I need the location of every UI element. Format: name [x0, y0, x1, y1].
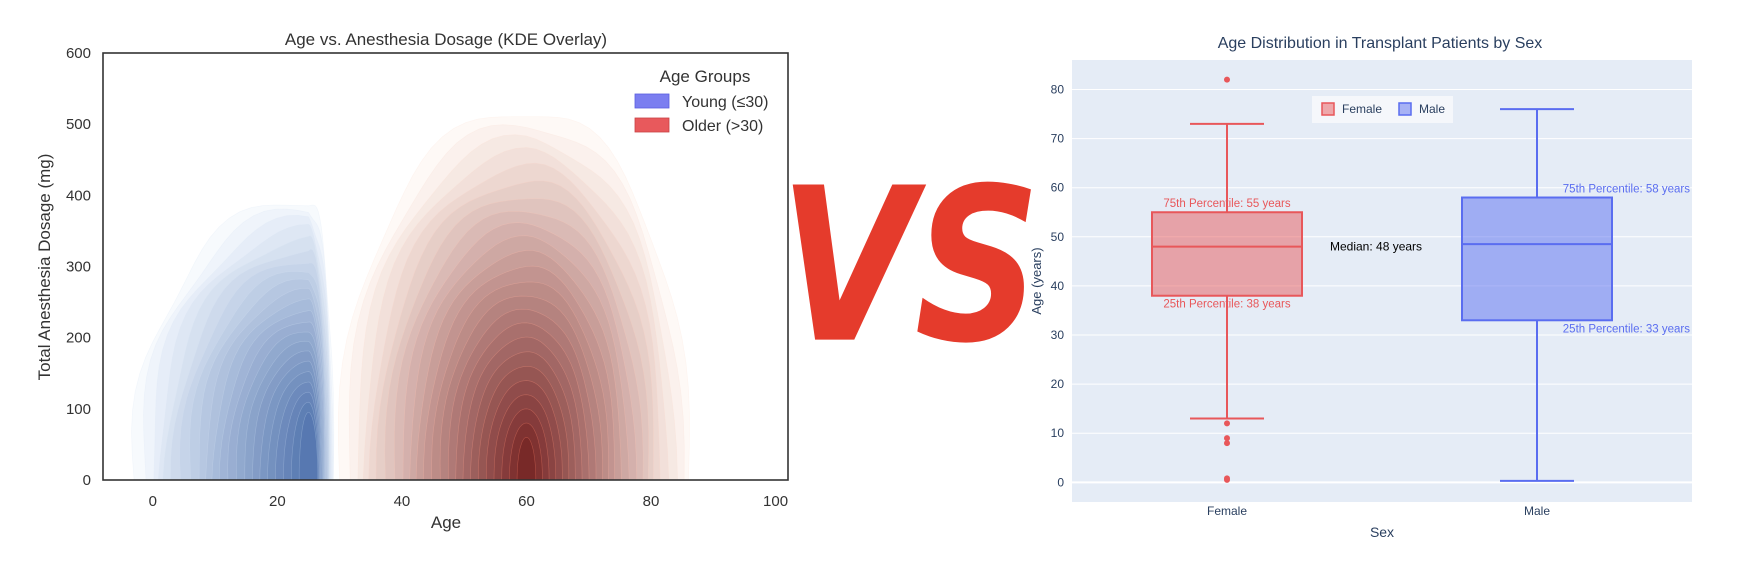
box-outlier-point: [1224, 476, 1230, 483]
kde-x-tick-label: 100: [763, 493, 788, 510]
box-y-tick-label: 40: [1051, 279, 1065, 293]
box-annotation-male-q1: 25th Percentile: 33 years: [1563, 323, 1690, 335]
kde-y-tick-label: 300: [66, 259, 91, 276]
box-y-axis-label: Age (years): [1029, 247, 1044, 314]
box-y-tick-labels: 0 10 20 30 40 50 60 70 80: [1051, 82, 1065, 489]
box-legend-item-female[interactable]: Female: [1321, 102, 1382, 116]
kde-contour-young: [296, 412, 319, 480]
box-marks: [1151, 76, 1613, 483]
kde-y-tick-labels: 0 100 200 300 400 500 600: [66, 45, 91, 489]
vs-separator: VS: [779, 142, 1040, 390]
kde-y-tick-label: 600: [66, 45, 91, 62]
box-chart: Age Distribution in Transplant Patients …: [1029, 35, 1692, 540]
kde-legend-swatch-older: [634, 117, 670, 133]
box-outlier-point: [1224, 435, 1230, 442]
box-legend-label-female: Female: [1342, 102, 1382, 116]
vs-text: VS: [779, 142, 1040, 390]
kde-y-tick-label: 400: [66, 187, 91, 204]
kde-y-tick-label: 500: [66, 116, 91, 133]
kde-x-tick-label: 80: [643, 493, 660, 510]
kde-plot-frame: [102, 52, 789, 481]
box-outlier-point: [1224, 76, 1230, 83]
box-y-tick-label: 30: [1051, 328, 1065, 342]
box-chart-title: Age Distribution in Transplant Patients …: [1218, 35, 1543, 52]
kde-y-axis-label: Total Anesthesia Dosage (mg): [35, 154, 54, 381]
box-annotations: 75th Percentile: 55 years 25th Percentile…: [1163, 184, 1690, 336]
kde-chart-title: Age vs. Anesthesia Dosage (KDE Overlay): [285, 30, 607, 49]
box-outlier-point: [1224, 440, 1230, 447]
kde-legend-title: Age Groups: [660, 67, 751, 86]
box-y-tick-label: 70: [1051, 132, 1065, 146]
box-iqr-rect: [1461, 196, 1613, 322]
kde-legend-label-young: Young (≤30): [682, 94, 768, 111]
kde-y-tick-label: 0: [83, 472, 91, 489]
box-x-axis-label: Sex: [1370, 524, 1394, 540]
kde-x-tick-label: 60: [518, 493, 535, 510]
box-legend[interactable]: Female Male: [1312, 96, 1453, 123]
box-legend-label-male: Male: [1419, 102, 1445, 116]
box-legend-background: [1312, 96, 1453, 123]
box-y-tick-label: 0: [1057, 475, 1064, 489]
box-legend-swatch-female: [1321, 102, 1335, 116]
kde-x-tick-labels: 0 20 40 60 80 100: [149, 493, 788, 510]
box-outlier-point: [1224, 420, 1230, 427]
box-y-tick-label: 80: [1051, 82, 1065, 96]
kde-legend-swatch-young: [634, 93, 670, 109]
box-x-tick-labels: Female Male: [1207, 504, 1550, 518]
box-x-tick-label: Male: [1524, 504, 1550, 518]
box-female: [1151, 76, 1303, 483]
kde-y-tick-label: 200: [66, 330, 91, 347]
box-legend-swatch-male: [1398, 102, 1412, 116]
box-y-tick-label: 60: [1051, 181, 1065, 195]
kde-contour-older: [514, 436, 537, 480]
kde-x-tick-label: 0: [149, 493, 157, 510]
box-y-tick-label: 20: [1051, 377, 1065, 391]
kde-x-tick-label: 20: [269, 493, 286, 510]
box-annotation-female-q1: 25th Percentile: 38 years: [1163, 299, 1290, 311]
box-annotation-female-q3: 75th Percentile: 55 years: [1163, 198, 1290, 210]
box-male: [1461, 108, 1613, 482]
kde-x-axis-label: Age: [431, 513, 461, 532]
box-y-tick-label: 50: [1051, 230, 1065, 244]
kde-legend: Age Groups Young (≤30) Older (>30): [634, 67, 768, 135]
box-y-tick-label: 10: [1051, 426, 1065, 440]
box-legend-item-male[interactable]: Male: [1398, 102, 1445, 116]
kde-y-tick-label: 100: [66, 401, 91, 418]
box-annotation-male-q3: 75th Percentile: 58 years: [1563, 184, 1690, 196]
box-annotation-median: Median: 48 years: [1330, 240, 1422, 254]
kde-chart: Age vs. Anesthesia Dosage (KDE Overlay) …: [35, 30, 789, 532]
kde-density-layers: [131, 116, 690, 480]
box-x-tick-label: Female: [1207, 504, 1247, 518]
kde-legend-label-older: Older (>30): [682, 118, 763, 135]
box-iqr-rect: [1151, 211, 1303, 297]
kde-x-tick-label: 40: [394, 493, 411, 510]
